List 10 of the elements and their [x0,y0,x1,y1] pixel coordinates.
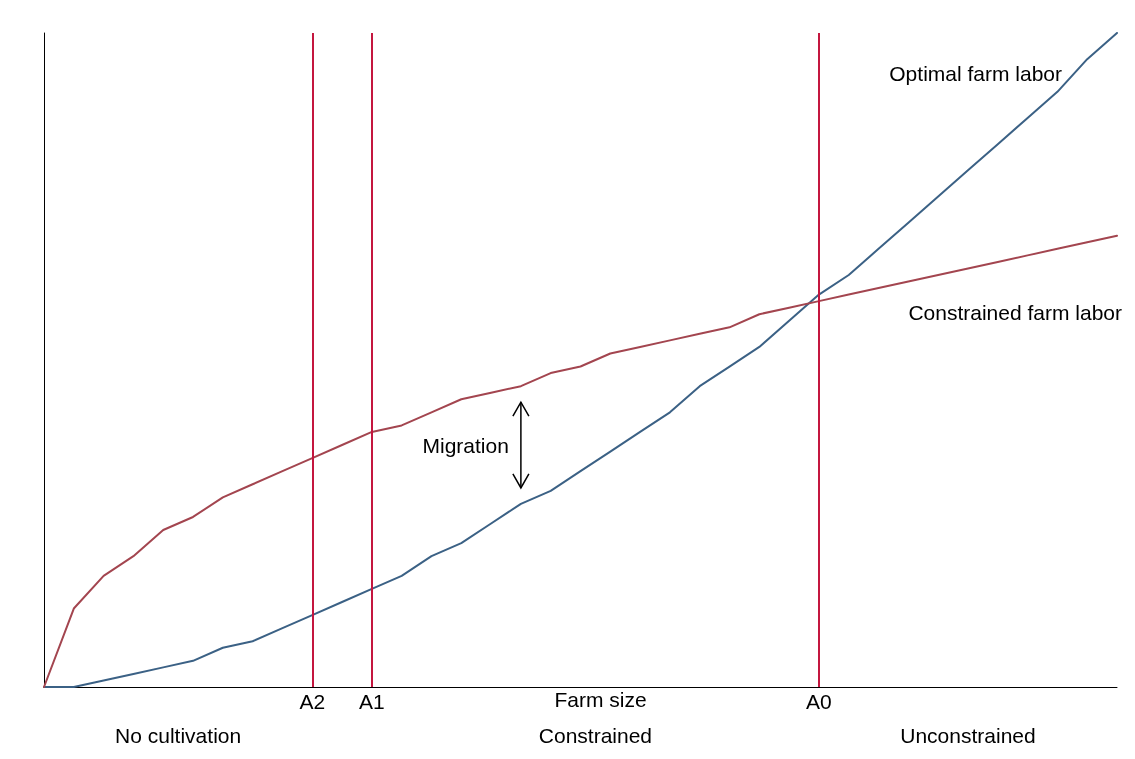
series-label: Constrained farm labor [908,301,1122,325]
annotation: Migration [422,433,509,457]
x-axis-title: Farm size [554,687,647,711]
text: No cultivation [115,723,242,747]
text: Constrained [538,723,653,747]
series-label: Optimal farm labor [889,61,1062,85]
x-tick-label: A0 [806,690,832,713]
x-tick-label: A1 [359,690,385,713]
text: Unconstrained [900,723,1036,747]
x-tick-label: A2 [299,690,326,713]
